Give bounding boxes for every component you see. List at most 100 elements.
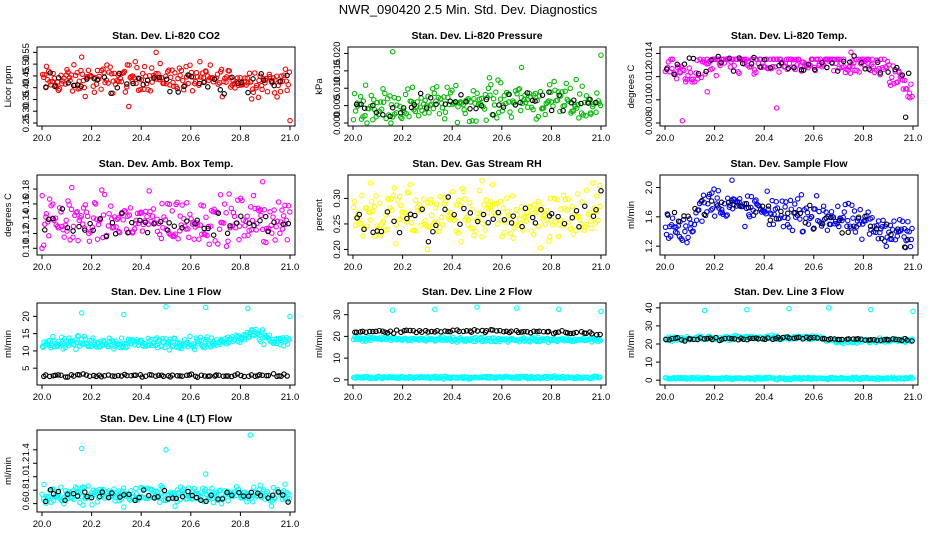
- data-point: [259, 372, 266, 379]
- data-point: [99, 187, 105, 193]
- data-point: [280, 221, 286, 227]
- data-point: [370, 328, 376, 335]
- data-point: [467, 106, 473, 112]
- data-point: [373, 328, 379, 335]
- data-point: [828, 208, 835, 215]
- data-point: [83, 372, 90, 378]
- data-point: [204, 232, 210, 239]
- data-point: [532, 90, 539, 97]
- data-point: [287, 117, 293, 124]
- data-point: [446, 101, 452, 108]
- data-point: [384, 209, 391, 215]
- data-point: [493, 89, 499, 95]
- data-point: [874, 59, 881, 66]
- data-point: [685, 213, 691, 219]
- data-point: [115, 215, 121, 221]
- data-point: [146, 188, 152, 194]
- y-tick-label: 0.40: [21, 78, 32, 97]
- data-point: [46, 232, 52, 239]
- y-tick-label: 0.25: [332, 215, 343, 234]
- data-point: [78, 310, 85, 316]
- data-point: [219, 496, 226, 502]
- data-point: [802, 219, 809, 226]
- data-point: [761, 56, 768, 63]
- y-tick-label: 0.010: [644, 88, 655, 112]
- data-point: [153, 70, 159, 77]
- data-point: [179, 77, 186, 84]
- data-point: [762, 336, 768, 343]
- data-point: [867, 223, 874, 230]
- data-point: [184, 372, 190, 379]
- data-point: [508, 328, 514, 335]
- data-point: [865, 209, 871, 215]
- panel-title: Stan. Dev. Li-820 CO2: [112, 30, 220, 42]
- data-point: [245, 373, 252, 379]
- data-point: [690, 228, 696, 234]
- data-point: [225, 373, 231, 379]
- data-point: [187, 62, 193, 68]
- data-point: [351, 90, 358, 97]
- data-point: [804, 209, 811, 216]
- data-point: [685, 234, 691, 241]
- data-point: [554, 196, 561, 203]
- data-point: [549, 222, 556, 228]
- data-point: [278, 73, 285, 79]
- data-point: [428, 212, 435, 219]
- data-point: [137, 217, 143, 224]
- data-point: [540, 328, 547, 335]
- data-point: [885, 69, 891, 75]
- data-point: [669, 56, 676, 63]
- data-point: [548, 210, 555, 217]
- data-point: [232, 85, 238, 91]
- x-tick-label: 20.2: [393, 133, 412, 144]
- data-point: [43, 211, 50, 217]
- data-point: [250, 192, 257, 199]
- data-point: [166, 201, 173, 208]
- x-tick-label: 20.0: [344, 392, 363, 403]
- data-point: [265, 372, 272, 379]
- x-tick-label: 20.4: [443, 392, 462, 403]
- data-point: [395, 95, 402, 102]
- data-point: [52, 83, 58, 90]
- panel-title: Stan. Dev. Line 4 (LT) Flow: [100, 413, 233, 425]
- data-point: [699, 218, 705, 224]
- data-point: [798, 192, 805, 198]
- y-tick-label: 0.008: [644, 111, 655, 135]
- data-point: [857, 206, 863, 213]
- data-point: [244, 329, 250, 336]
- x-tick-label: 20.0: [656, 133, 675, 144]
- data-point: [169, 372, 176, 378]
- data-point: [78, 83, 84, 90]
- data-point: [277, 78, 284, 84]
- data-point: [580, 112, 586, 118]
- data-point: [198, 497, 204, 503]
- data-point: [465, 217, 472, 223]
- data-point: [744, 336, 751, 343]
- data-point: [596, 182, 603, 189]
- data-point: [223, 74, 230, 80]
- data-point: [58, 372, 64, 378]
- data-point: [198, 202, 204, 208]
- data-point: [64, 228, 70, 234]
- data-point: [223, 243, 230, 250]
- data-point: [748, 63, 754, 70]
- data-point: [246, 220, 253, 226]
- data-point: [366, 328, 373, 335]
- data-point: [436, 225, 443, 231]
- data-point: [227, 223, 233, 229]
- data-point: [425, 224, 432, 231]
- data-point: [462, 110, 468, 117]
- data-point: [59, 81, 65, 87]
- data-point: [55, 75, 62, 81]
- panel-6: Stan. Dev. Sample Flow ml/min 20.0 20.2 20.4…: [626, 158, 922, 273]
- data-point: [548, 89, 554, 95]
- data-point: [395, 217, 402, 223]
- data-point: [494, 221, 501, 227]
- data-point: [380, 218, 387, 224]
- x-tick-label: 20.8: [231, 519, 250, 530]
- data-point: [72, 484, 79, 491]
- data-point: [771, 211, 777, 218]
- data-point: [558, 206, 564, 212]
- data-point: [764, 188, 770, 194]
- data-point: [901, 244, 908, 250]
